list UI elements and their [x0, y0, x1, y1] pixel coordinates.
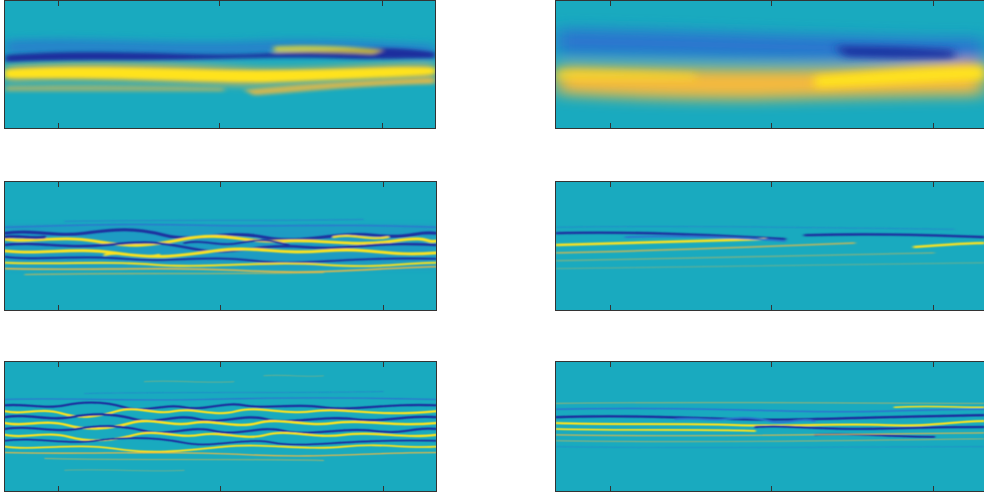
- x-tick-2-top: [220, 362, 221, 367]
- field-image: [556, 401, 984, 448]
- x-tick-3-top: [933, 1, 934, 6]
- x-tick-1-top: [610, 1, 611, 6]
- x-tick-3: [383, 486, 384, 491]
- x-tick-3: [933, 123, 934, 128]
- x-tick-2: [771, 305, 772, 310]
- x-tick-3-top: [933, 182, 934, 187]
- x-tick-1: [610, 123, 611, 128]
- x-tick-1: [610, 305, 611, 310]
- x-tick-2: [771, 123, 772, 128]
- x-tick-3-top: [933, 362, 934, 367]
- flow-field-panel-row2-right: [555, 181, 984, 311]
- x-tick-3-top: [383, 362, 384, 367]
- x-tick-1-top: [610, 182, 611, 187]
- field-image: [5, 38, 435, 96]
- x-tick-2: [771, 486, 772, 491]
- x-tick-1: [58, 305, 59, 310]
- x-tick-1: [58, 486, 59, 491]
- flow-field-panel-row3-right: [555, 361, 984, 492]
- x-tick-1-top: [58, 1, 59, 6]
- x-tick-1: [58, 123, 59, 128]
- x-tick-1-top: [58, 362, 59, 367]
- x-tick-3-top: [382, 1, 383, 6]
- x-tick-3-top: [383, 182, 384, 187]
- x-tick-2-top: [771, 182, 772, 187]
- x-tick-1-top: [58, 182, 59, 187]
- x-tick-3: [383, 305, 384, 310]
- x-tick-2-top: [771, 1, 772, 6]
- x-tick-2: [219, 123, 220, 128]
- x-tick-1-top: [610, 362, 611, 367]
- x-tick-3: [933, 305, 934, 310]
- field-image: [556, 28, 984, 100]
- flow-field-panel-row3-left: [4, 361, 437, 492]
- x-tick-2-top: [220, 182, 221, 187]
- x-tick-3: [933, 486, 934, 491]
- field-image: [5, 374, 436, 472]
- x-tick-2-top: [771, 362, 772, 367]
- flow-field-panel-row1-right: [555, 0, 984, 129]
- flow-field-panel-row2-left: [4, 181, 437, 311]
- x-tick-2-top: [219, 1, 220, 6]
- field-image: [556, 225, 984, 270]
- x-tick-1: [610, 486, 611, 491]
- x-tick-3: [382, 123, 383, 128]
- flow-field-panel-row1-left: [4, 0, 436, 129]
- x-tick-2: [220, 305, 221, 310]
- x-tick-2: [220, 486, 221, 491]
- field-image: [5, 218, 436, 276]
